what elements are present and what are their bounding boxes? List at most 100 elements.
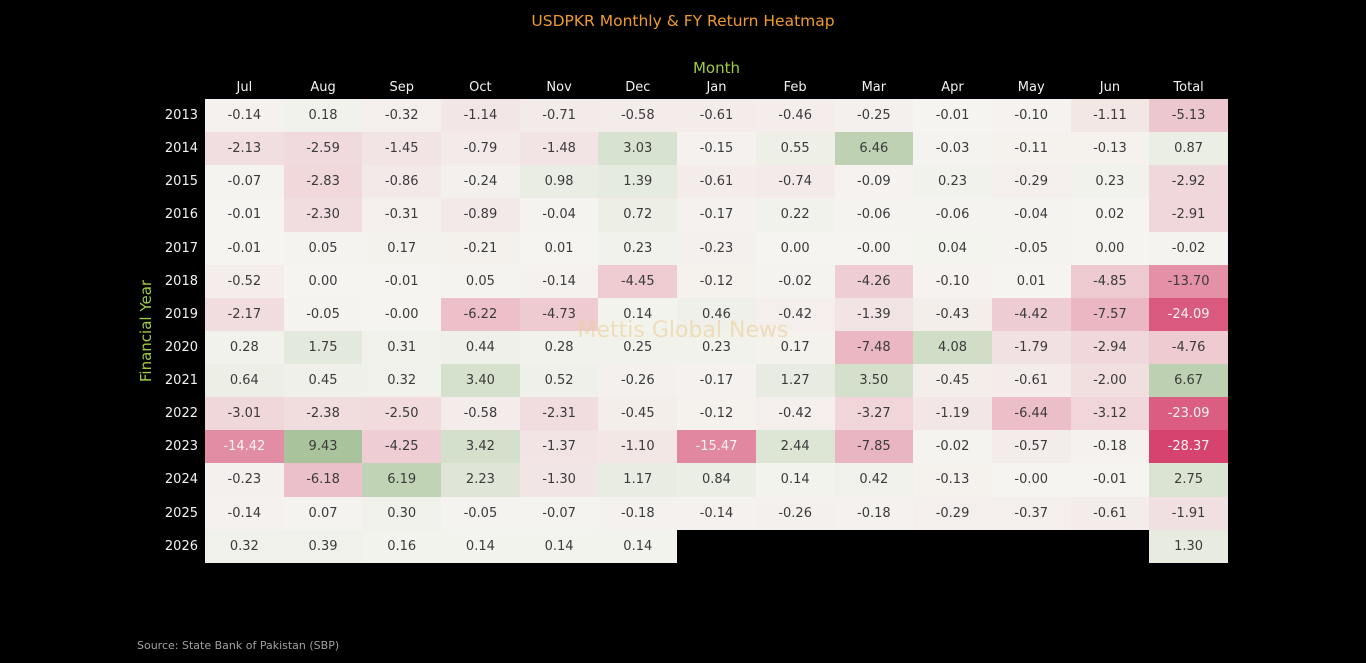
heatmap-cell: 0.45 (283, 364, 363, 398)
heatmap-cell-empty (992, 530, 1071, 563)
heatmap-cell: 0.98 (519, 165, 599, 199)
heatmap-cell: 0.32 (205, 529, 284, 563)
column-header: Apr (941, 79, 964, 95)
heatmap-cell: 0.04 (913, 231, 992, 265)
heatmap-cell: 3.42 (441, 430, 520, 464)
heatmap-cell: -0.14 (205, 496, 284, 530)
heatmap-cell: -0.74 (755, 165, 835, 199)
heatmap-cell: -5.13 (1149, 99, 1228, 133)
heatmap-cell: -0.61 (677, 165, 756, 199)
heatmap-cell: 0.00 (283, 264, 363, 298)
heatmap-cell: -2.59 (283, 132, 363, 166)
heatmap-cell: -0.10 (913, 264, 992, 298)
heatmap-cell: 1.39 (598, 165, 678, 199)
heatmap-cell: -2.94 (1070, 330, 1150, 364)
row-label: 2018 (164, 273, 198, 289)
heatmap-cell: 2.44 (755, 430, 835, 464)
heatmap-cell: 0.23 (1070, 165, 1150, 199)
heatmap-cell: -2.38 (283, 397, 363, 431)
row-label: 2014 (164, 141, 198, 157)
heatmap-cell: 0.23 (913, 165, 992, 199)
heatmap-cell: 0.72 (598, 198, 678, 232)
heatmap-cell: 0.18 (283, 99, 363, 133)
heatmap-cell: -0.46 (755, 99, 835, 133)
heatmap-cell: -0.04 (519, 198, 599, 232)
heatmap-cell: -0.43 (913, 297, 992, 331)
heatmap-cell: -13.70 (1149, 264, 1228, 298)
heatmap-cell: 0.39 (283, 529, 363, 563)
row-label: 2025 (164, 505, 198, 521)
column-headers: Jul Aug Sep Oct Nov Dec Jan Feb Mar Apr May Jun Tota… (205, 77, 1228, 97)
column-header: May (1017, 79, 1045, 95)
heatmap-cell: -2.31 (519, 397, 599, 431)
heatmap-cell: -1.19 (913, 397, 992, 431)
heatmap-cell: -0.01 (205, 198, 284, 232)
heatmap-cell: 0.52 (519, 364, 599, 398)
heatmap-cell: -2.50 (362, 397, 442, 431)
heatmap-cell: -2.13 (205, 132, 284, 166)
heatmap-cell: -1.30 (519, 463, 599, 497)
heatmap-cell: 0.31 (362, 330, 442, 364)
heatmap-cell: -14.42 (205, 430, 284, 464)
heatmap-cell: -7.85 (834, 430, 914, 464)
row-label: 2026 (164, 538, 198, 554)
heatmap-cell: 1.30 (1149, 529, 1228, 563)
heatmap-cell: -0.00 (991, 463, 1071, 497)
heatmap-cell: -0.29 (991, 165, 1071, 199)
heatmap-cell: 2.75 (1149, 463, 1228, 497)
heatmap-cell: -1.79 (991, 330, 1071, 364)
heatmap-cell: -1.11 (1070, 99, 1150, 133)
heatmap-cell: 0.25 (598, 330, 678, 364)
heatmap-cell: -4.76 (1149, 330, 1228, 364)
heatmap-cell: 0.23 (677, 330, 756, 364)
heatmap-cell: -0.14 (205, 99, 284, 133)
row-label: 2023 (164, 439, 198, 455)
heatmap-cell: -0.05 (283, 297, 363, 331)
heatmap-cell: 0.14 (519, 529, 599, 563)
heatmap-cell: -0.26 (598, 364, 678, 398)
row-label: 2013 (164, 108, 198, 124)
row-label: 2020 (164, 339, 198, 355)
heatmap-cell-empty (1071, 530, 1150, 563)
heatmap-cell: 0.14 (598, 529, 678, 563)
heatmap-cell: 0.32 (362, 364, 442, 398)
heatmap-cell: 0.28 (205, 330, 284, 364)
heatmap-cell: -0.02 (1149, 231, 1228, 265)
heatmap-cell: -0.25 (834, 99, 914, 133)
heatmap-cell: 3.03 (598, 132, 678, 166)
heatmap-cell: -0.45 (598, 397, 678, 431)
heatmap-cell: -0.24 (441, 165, 520, 199)
heatmap-cell: -0.11 (991, 132, 1071, 166)
heatmap-cell: -1.14 (441, 99, 520, 133)
heatmap-cell: -4.42 (991, 297, 1071, 331)
row-label: 2022 (164, 406, 198, 422)
heatmap-cell: -0.58 (441, 397, 520, 431)
heatmap-cell: -0.01 (205, 231, 284, 265)
heatmap-cell: -1.37 (519, 430, 599, 464)
heatmap-cell: -3.27 (834, 397, 914, 431)
row-label: 2015 (164, 174, 198, 190)
heatmap-cell: -23.09 (1149, 397, 1228, 431)
heatmap-cell: -15.47 (677, 430, 756, 464)
heatmap-cell: 0.17 (362, 231, 442, 265)
row-label: 2021 (164, 373, 198, 389)
heatmap-cell: -0.14 (519, 264, 599, 298)
heatmap-cell: -0.42 (755, 297, 835, 331)
heatmap-cell: -0.71 (519, 99, 599, 133)
heatmap-cell: -2.92 (1149, 165, 1228, 199)
heatmap-cell: -2.30 (283, 198, 363, 232)
heatmap-cell: -0.05 (991, 231, 1071, 265)
column-header: Jan (706, 79, 727, 95)
column-header: Jul (236, 79, 253, 95)
heatmap-cell: -0.18 (598, 496, 678, 530)
heatmap-cell-empty (835, 530, 914, 563)
heatmap-cell: -28.37 (1149, 430, 1228, 464)
heatmap-cell: -7.57 (1070, 297, 1150, 331)
heatmap-cell: 0.14 (441, 529, 520, 563)
heatmap-cell: 0.87 (1149, 132, 1228, 166)
heatmap-cell: 0.64 (205, 364, 284, 398)
heatmap-cell: -3.01 (205, 397, 284, 431)
heatmap-cell: -0.07 (205, 165, 284, 199)
heatmap-cell: -0.18 (1070, 430, 1150, 464)
